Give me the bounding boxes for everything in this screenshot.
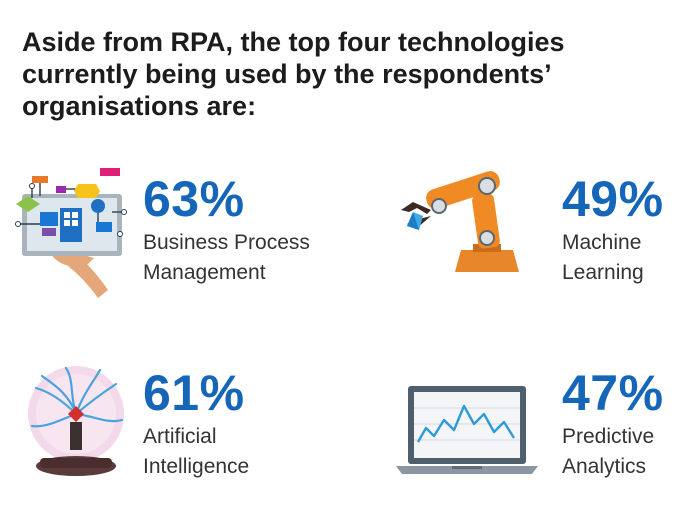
- stat-label: Machine Learning: [562, 228, 664, 288]
- robotic-arm-icon: [395, 166, 535, 278]
- plasma-ball-icon: [20, 362, 138, 480]
- title-line-3: organisations are:: [22, 91, 257, 121]
- laptop-chart-icon: [392, 380, 542, 480]
- stat-label: Artificial Intelligence: [143, 422, 249, 482]
- stat-label-line-2: Analytics: [562, 455, 647, 478]
- stat-label-line-1: Business Process: [143, 231, 310, 254]
- stat-business-process-management: 63% Business Process Management: [143, 172, 310, 288]
- workflow-tablet-icon: [12, 166, 137, 300]
- page-title: Aside from RPA, the top four technologie…: [22, 26, 682, 122]
- title-line-1: Aside from RPA, the top four technologie…: [22, 27, 565, 57]
- stat-label: Predictive Analytics: [562, 422, 664, 482]
- stat-percent: 49%: [562, 171, 664, 227]
- stat-artificial-intelligence: 61% Artificial Intelligence: [143, 366, 249, 482]
- stat-label: Business Process Management: [143, 228, 310, 288]
- stat-predictive-analytics: 47% Predictive Analytics: [562, 366, 664, 482]
- stat-label-line-2: Intelligence: [143, 455, 250, 478]
- stat-machine-learning: 49% Machine Learning: [562, 172, 664, 288]
- stat-label-line-2: Learning: [562, 261, 644, 284]
- stat-label-line-1: Artificial: [143, 425, 217, 448]
- stat-percent: 63%: [143, 171, 245, 227]
- title-line-2: currently being used by the respondents’: [22, 59, 552, 89]
- stat-percent: 47%: [562, 365, 664, 421]
- stat-label-line-2: Management: [143, 261, 266, 284]
- stat-label-line-1: Machine: [562, 231, 642, 254]
- stat-percent: 61%: [143, 365, 245, 421]
- stat-label-line-1: Predictive: [562, 425, 655, 448]
